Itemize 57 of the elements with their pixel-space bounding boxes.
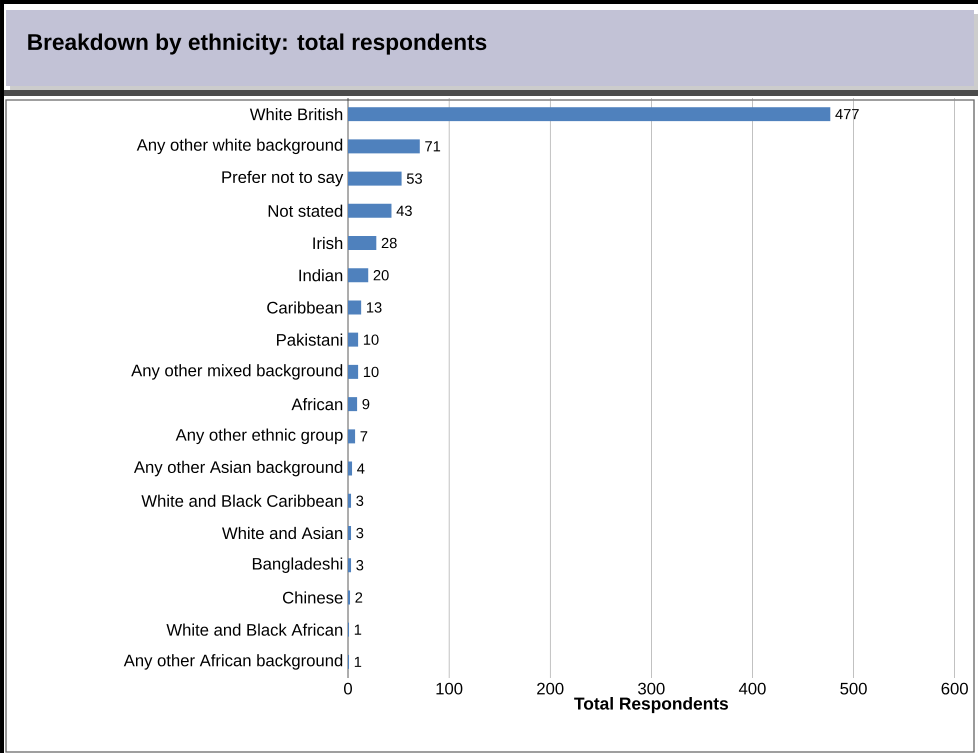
data-label: 28	[382, 238, 397, 248]
x-tick-label: 200	[537, 682, 564, 695]
x-tick-label: 600	[942, 682, 968, 695]
data-label: 10	[364, 366, 379, 378]
y-tick-label: African	[291, 398, 342, 410]
y-tick-label: Pakistani	[277, 334, 342, 346]
y-tick-label: Indian	[299, 269, 342, 282]
data-label: 20	[374, 270, 389, 280]
bar	[348, 268, 368, 282]
data-label: 1	[354, 624, 362, 635]
bar	[348, 397, 358, 412]
y-tick-label: Any other white background	[136, 138, 342, 154]
data-label: 4	[357, 464, 364, 474]
y-tick-label: Not stated	[268, 204, 342, 217]
y-tick-label: Any other Asian background	[134, 460, 342, 476]
data-label: 3	[356, 560, 364, 570]
y-tick-label: Chinese	[282, 591, 343, 604]
x-tick-label: 400	[738, 682, 766, 695]
y-tick-label: Bangladeshi	[252, 557, 342, 573]
data-label: 9	[362, 398, 370, 410]
y-tick-label: White and Black Caribbean	[141, 494, 342, 507]
data-label: 3	[356, 496, 364, 506]
data-label: 43	[396, 206, 412, 216]
data-label: 477	[835, 109, 859, 120]
data-label: 3	[356, 528, 364, 538]
bar	[348, 300, 362, 314]
x-tick-label: 100	[436, 682, 462, 695]
data-label: 1	[354, 656, 362, 667]
y-tick-label: White British	[250, 108, 342, 120]
x-tick-label: 0	[344, 682, 352, 695]
data-label: 13	[366, 302, 382, 313]
x-tick-label: 500	[840, 682, 867, 695]
data-label: 53	[406, 173, 422, 184]
x-tick-label: 300	[638, 682, 665, 695]
y-tick-label: Any other mixed background	[131, 364, 342, 380]
bar	[348, 332, 358, 347]
y-tick-label: White and Black African	[166, 624, 342, 636]
bar	[348, 172, 402, 186]
chart-title: Breakdown by ethnicity: total respondents	[28, 33, 486, 55]
bar	[348, 236, 376, 250]
data-label: 2	[355, 592, 362, 603]
data-label: 71	[425, 141, 440, 152]
bar	[348, 107, 830, 122]
bar	[348, 364, 358, 379]
bar	[348, 429, 356, 444]
x-axis-title: Total Respondents	[574, 696, 728, 714]
y-tick-label: Caribbean	[267, 301, 342, 314]
y-tick-label: Any other ethnic group	[176, 428, 343, 444]
data-label: 10	[364, 334, 379, 345]
bar	[348, 204, 392, 218]
y-tick-label: Any other African background	[124, 654, 342, 670]
bar	[348, 494, 352, 508]
y-tick-label: White and Asian	[222, 526, 342, 540]
bar	[348, 139, 420, 154]
y-tick-label: Irish	[313, 236, 342, 250]
y-tick-label: Prefer not to say	[222, 170, 344, 186]
data-label: 7	[360, 431, 368, 442]
